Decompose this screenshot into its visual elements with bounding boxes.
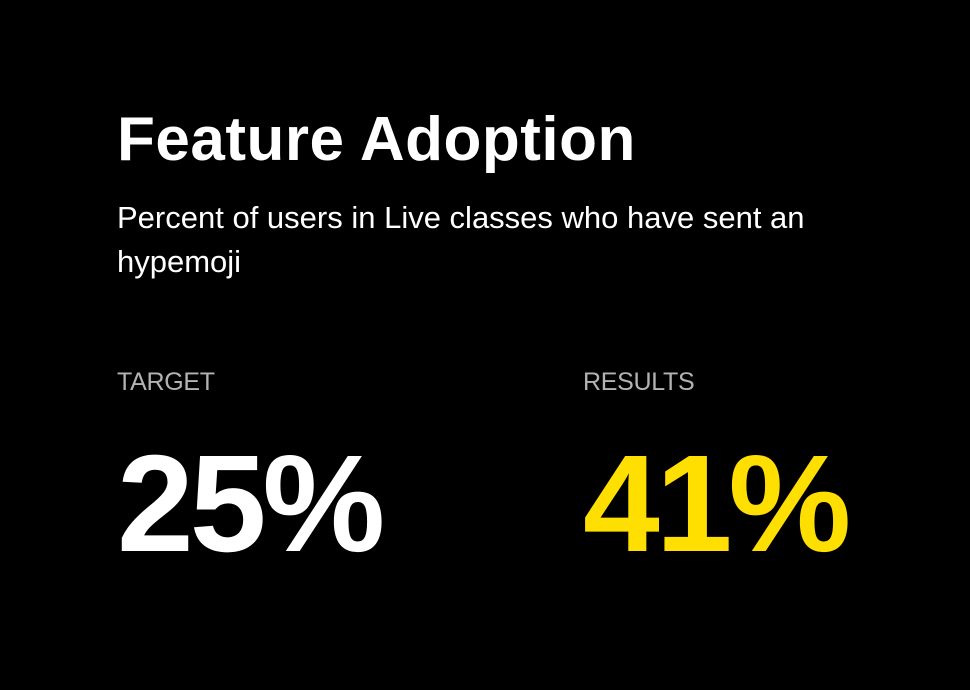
target-label: TARGET [117, 368, 215, 396]
results-stat: RESULTS 41% [583, 365, 851, 581]
target-stat: TARGET 25% [117, 365, 385, 581]
page-subtitle: Percent of users in Live classes who hav… [117, 200, 805, 279]
results-value: 41% [583, 427, 851, 581]
target-value: 25% [117, 427, 385, 581]
page-title: Feature Adoption [117, 105, 636, 174]
results-label: RESULTS [583, 368, 695, 396]
